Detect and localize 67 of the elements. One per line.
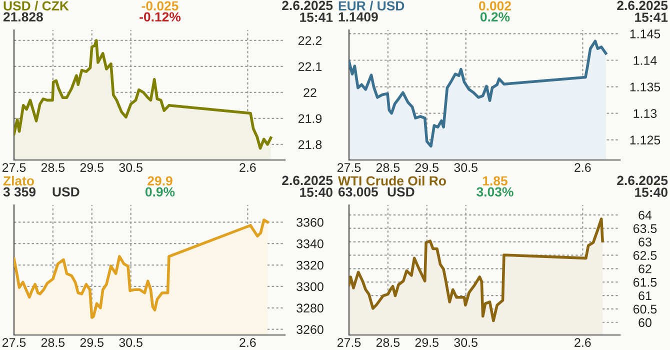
y-tick-label: 22.2 — [298, 36, 322, 45]
y-tick-label: 1.125 — [630, 136, 660, 144]
x-tick-label: 27.5 — [337, 163, 361, 172]
x-tick-label: 28.5 — [376, 338, 400, 347]
text: 0.002 — [479, 1, 511, 11]
x-tick-label: 2.6 — [574, 338, 591, 347]
text: 29.9 — [148, 176, 172, 186]
x-tick-label: 29.5 — [80, 338, 104, 347]
y-tick-label: 1.14 — [634, 56, 657, 65]
text: 2.6.2025 15:40 — [617, 176, 668, 197]
x-tick-label: 29.5 — [80, 163, 104, 172]
y-tick-label: 22 — [304, 88, 316, 97]
y-tick-label: 1.13 — [634, 109, 657, 118]
x-tick-label: 2.6 — [240, 163, 256, 172]
x-tick-label: 2.6 — [574, 163, 591, 172]
chart-title: Zlato — [3, 176, 34, 186]
y-tick-label: 1.135 — [630, 82, 660, 92]
x-tick-label: 2.6 — [240, 338, 256, 347]
text: 3.03% — [476, 187, 514, 197]
y-tick-label: 3320 — [296, 260, 324, 270]
y-tick-label: 62.5 — [633, 251, 657, 260]
text: 1.85 — [482, 176, 508, 186]
text: -0.12% — [140, 12, 181, 22]
x-tick-label: 27.5 — [337, 338, 361, 347]
text: 21.828 — [3, 12, 43, 22]
text: -0.025 — [142, 1, 178, 11]
chart-title: WTI Crude Oil Ro — [338, 176, 446, 186]
x-tick-label: 29.5 — [415, 338, 439, 347]
y-tick-label: 21.9 — [298, 114, 322, 124]
y-tick-label: 3300 — [296, 282, 324, 292]
y-tick-label: 63.5 — [633, 224, 657, 234]
x-tick-label: 27.5 — [2, 338, 26, 347]
y-tick-label: 64 — [638, 210, 652, 220]
y-tick-label: 1.145 — [630, 30, 660, 38]
text: USD — [388, 187, 414, 197]
x-tick-label: 29.5 — [415, 163, 439, 172]
y-tick-label: 60.5 — [633, 304, 657, 314]
x-tick-label: 30.5 — [454, 163, 478, 172]
x-tick-label: 28.5 — [41, 163, 65, 172]
y-tick-label: 60 — [638, 318, 652, 328]
text: USD — [52, 187, 80, 197]
y-tick-label: 61 — [638, 291, 652, 300]
text: 2.6.2025 15:41 — [617, 0, 668, 22]
y-tick-label: 3280 — [296, 304, 324, 313]
chart-title: EUR / USD — [338, 0, 404, 11]
y-tick-label: 61.5 — [633, 278, 657, 287]
text: 3 359 — [3, 187, 36, 197]
y-tick-label: 22.1 — [298, 62, 322, 71]
text: 2.6.2025 15:41 — [282, 0, 333, 22]
y-tick-label: 62 — [638, 264, 652, 274]
text: 63.005 — [338, 187, 378, 197]
x-tick-label: 27.5 — [2, 163, 26, 172]
y-tick-label: 3260 — [296, 325, 324, 334]
y-tick-label: 63 — [638, 238, 652, 246]
x-tick-label: 28.5 — [376, 163, 400, 172]
y-tick-label: 21.8 — [298, 140, 322, 150]
y-tick-label: 3360 — [296, 218, 324, 227]
y-tick-label: 3340 — [296, 239, 324, 248]
x-tick-label: 28.5 — [41, 338, 65, 347]
x-tick-label: 30.5 — [119, 163, 142, 172]
text: 0.9% — [145, 187, 175, 197]
text: 0.2% — [480, 12, 510, 22]
text: 1.1409 — [338, 12, 378, 22]
x-tick-label: 30.5 — [119, 338, 142, 347]
chart-title: USD / CZK — [4, 0, 69, 11]
text: 2.6.2025 15:40 — [282, 176, 333, 197]
x-tick-label: 30.5 — [454, 338, 478, 347]
